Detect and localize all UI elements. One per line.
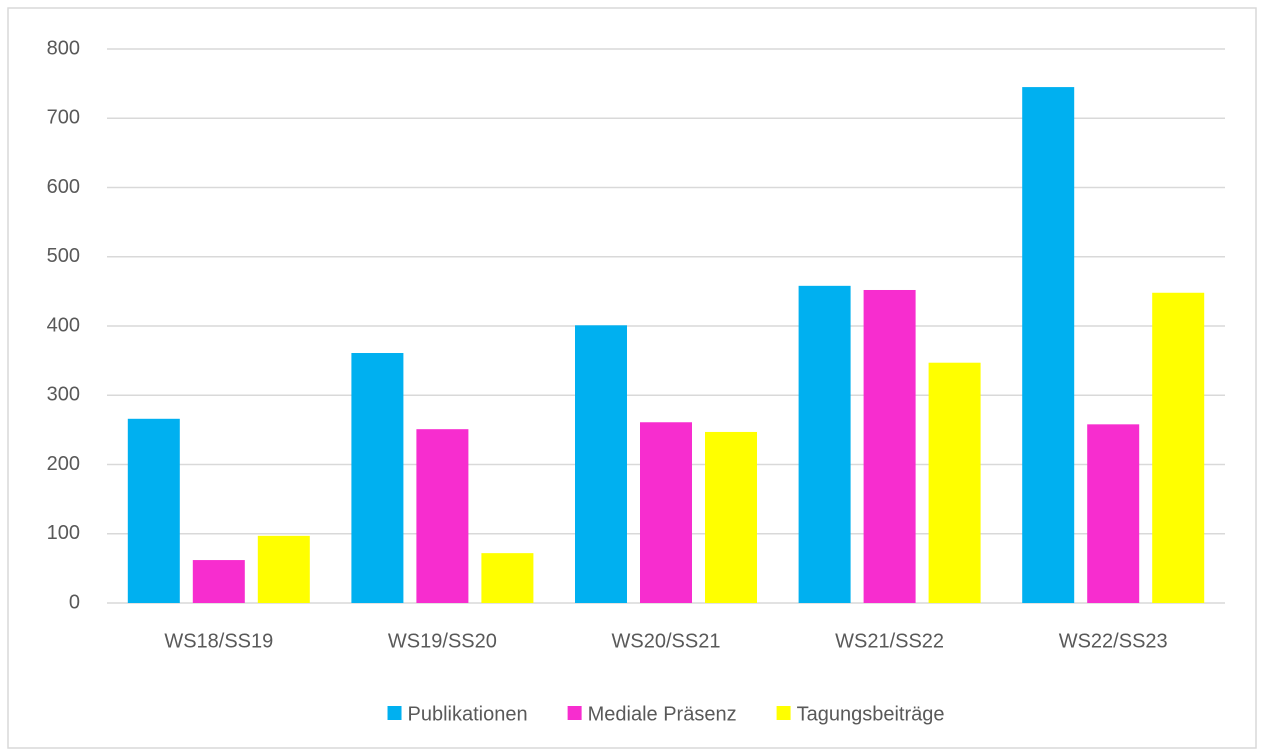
x-tick-label: WS19/SS20 — [388, 630, 497, 652]
legend-swatch — [776, 706, 791, 720]
bar — [192, 560, 245, 603]
legend-label: Publikationen — [408, 703, 528, 725]
bar — [1152, 292, 1205, 603]
bar — [351, 353, 404, 603]
y-tick-label: 300 — [47, 384, 80, 406]
x-tick-label: WS18/SS19 — [164, 630, 273, 652]
bar — [705, 431, 757, 603]
x-tick-label: WS21/SS22 — [835, 630, 944, 652]
y-tick-label: 200 — [47, 453, 80, 475]
bar — [798, 285, 851, 603]
bar — [127, 418, 180, 603]
y-tick-label: 400 — [47, 314, 80, 336]
bar — [575, 325, 627, 603]
y-tick-label: 100 — [47, 522, 80, 544]
bar — [481, 553, 534, 603]
y-tick-label: 600 — [47, 176, 80, 198]
bar — [928, 362, 981, 603]
bar — [416, 429, 469, 603]
y-tick-label: 0 — [69, 591, 80, 613]
bar — [640, 422, 692, 603]
legend-label: Mediale Präsenz — [588, 703, 737, 725]
legend-swatch — [387, 706, 402, 720]
y-tick-label: 700 — [47, 107, 80, 129]
bar — [1022, 87, 1075, 603]
legend-label: Tagungsbeiträge — [797, 703, 945, 725]
bar — [863, 289, 916, 603]
bar — [257, 535, 310, 603]
x-tick-label: WS22/SS23 — [1059, 630, 1168, 652]
legend-swatch — [567, 706, 582, 720]
bar — [1087, 424, 1140, 603]
y-tick-label: 800 — [47, 37, 80, 59]
x-tick-label: WS20/SS21 — [612, 630, 721, 652]
y-tick-label: 500 — [47, 245, 80, 267]
